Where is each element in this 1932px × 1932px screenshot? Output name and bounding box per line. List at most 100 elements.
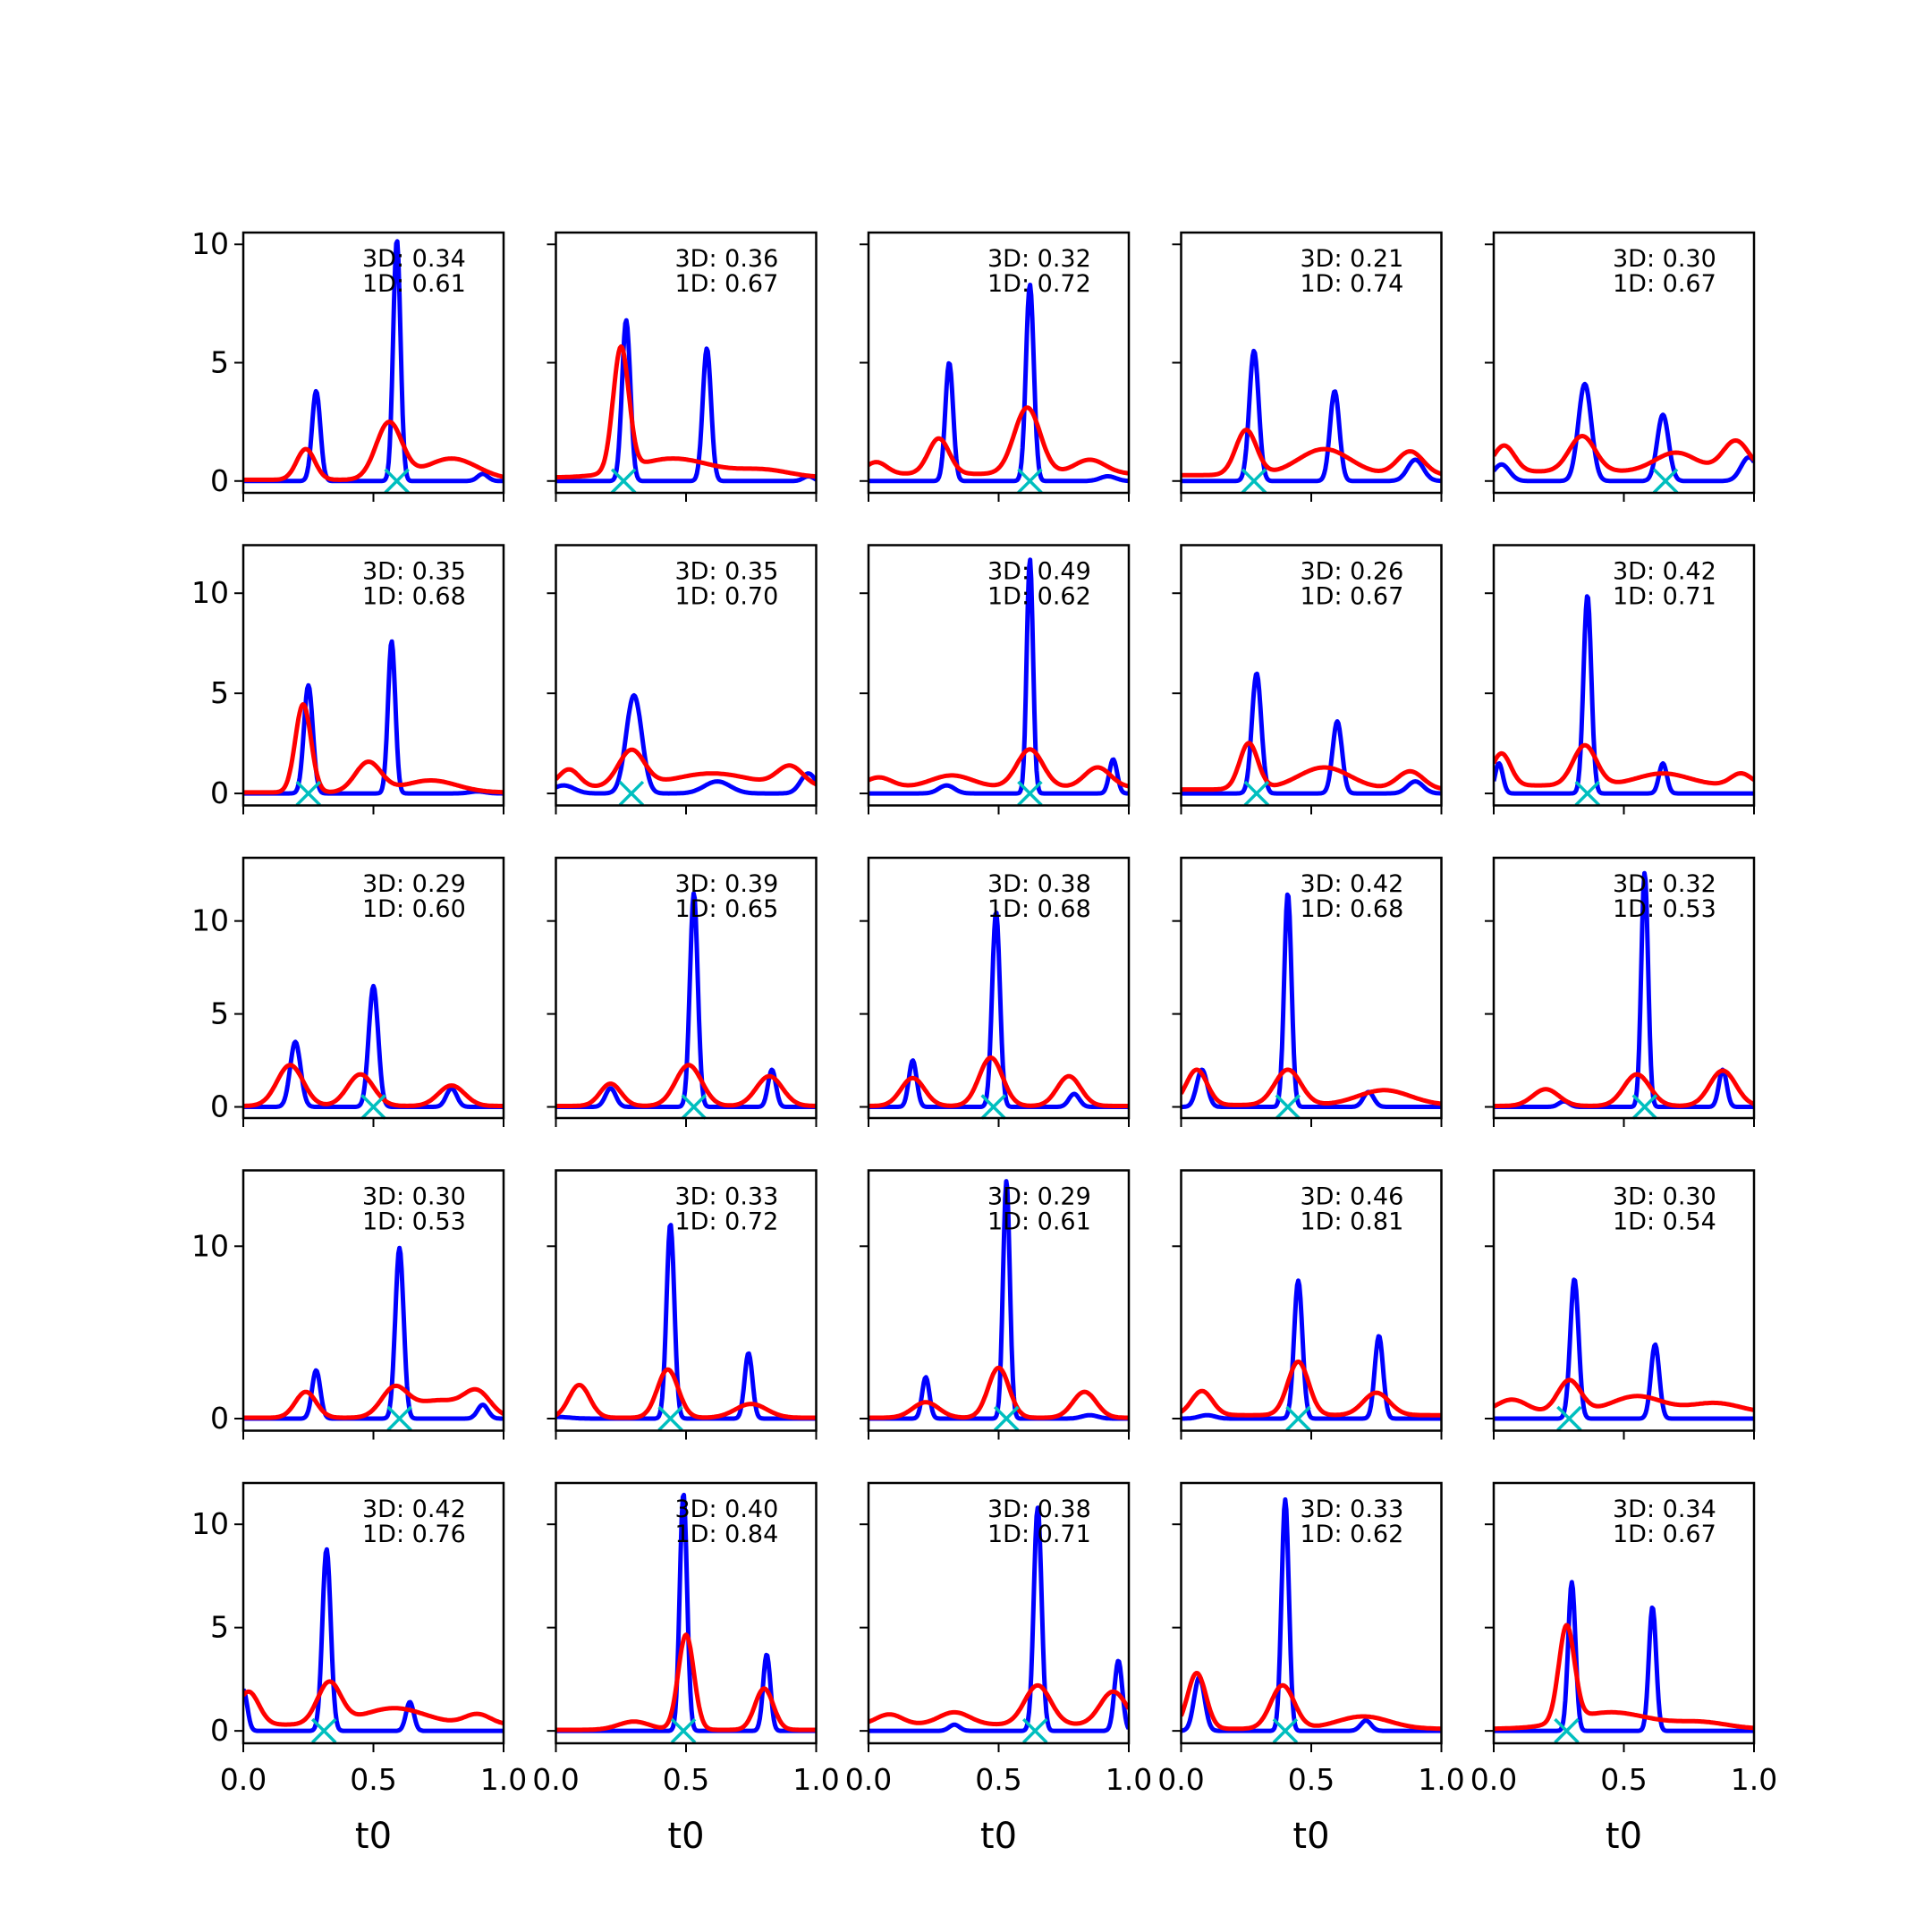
blue-series-line (1181, 348, 1442, 484)
red-series-line (555, 344, 817, 480)
blue-series-line (243, 983, 504, 1109)
annotation-1d: 1D: 0.62 (987, 583, 1091, 611)
red-series-line (555, 747, 817, 788)
annotation-3d: 3D: 0.35 (675, 558, 779, 586)
blue-series-line (555, 692, 817, 796)
red-series-line (1494, 434, 1754, 474)
annotation-1d: 1D: 0.67 (675, 270, 779, 298)
red-series-line (555, 1367, 817, 1420)
annotation-3d: 3D: 0.21 (1301, 245, 1404, 273)
blue-series-line (555, 1223, 817, 1421)
red-series-line (1181, 1671, 1442, 1732)
annotation-1d: 1D: 0.67 (1613, 1521, 1716, 1548)
x-tick-label: 1.0 (480, 1762, 527, 1797)
red-series-line (243, 419, 504, 482)
annotation-1d: 1D: 0.72 (675, 1208, 779, 1236)
y-tick-label: 10 (191, 575, 229, 610)
marker-x (310, 1717, 337, 1744)
x-tick-label: 1.0 (1731, 1762, 1777, 1797)
y-tick-label: 10 (191, 1506, 229, 1541)
x-tick-label: 1.0 (1106, 1762, 1152, 1797)
annotation-1d: 1D: 0.65 (675, 895, 779, 923)
annotation-3d: 3D: 0.36 (675, 245, 779, 273)
marker-x (295, 780, 321, 807)
annotation-1d: 1D: 0.81 (1301, 1208, 1404, 1236)
annotation-3d: 3D: 0.35 (362, 558, 466, 586)
annotation-1d: 1D: 0.62 (1301, 1521, 1404, 1548)
marker-x (1631, 1094, 1658, 1120)
annotation-3d: 3D: 0.32 (987, 245, 1091, 273)
red-series-line (1181, 741, 1442, 792)
annotation-1d: 1D: 0.61 (987, 1208, 1091, 1236)
marker-x (1554, 1717, 1580, 1744)
marker-x (1241, 468, 1267, 495)
marker-x (610, 468, 637, 495)
annotation-1d: 1D: 0.53 (362, 1208, 466, 1236)
annotation-1d: 1D: 0.67 (1301, 583, 1404, 611)
blue-series-line (869, 1505, 1129, 1733)
red-series-line (1494, 1377, 1754, 1412)
annotation-1d: 1D: 0.76 (362, 1521, 466, 1548)
marker-x (980, 1094, 1006, 1120)
blue-series-line (1494, 1277, 1754, 1421)
red-series-line (869, 405, 1129, 477)
blue-series-line (1494, 870, 1754, 1109)
red-series-line (1181, 1067, 1442, 1107)
marker-x (1556, 1405, 1582, 1432)
y-tick-label: 5 (210, 675, 229, 710)
x-axis-label: t0 (1606, 1816, 1642, 1857)
blue-series-line (243, 1546, 504, 1733)
blue-series-line (1494, 594, 1754, 796)
blue-series-line (869, 1179, 1129, 1421)
annotation-1d: 1D: 0.67 (1613, 270, 1716, 298)
marker-x (1022, 1717, 1048, 1744)
annotation-3d: 3D: 0.30 (362, 1183, 466, 1211)
red-series-line (1494, 1623, 1754, 1732)
marker-x (1275, 1094, 1301, 1120)
annotation-1d: 1D: 0.54 (1613, 1208, 1716, 1236)
x-axis-label: t0 (980, 1816, 1017, 1857)
red-series-line (243, 702, 504, 795)
x-axis-label: t0 (355, 1816, 392, 1857)
y-tick-label: 5 (210, 1610, 229, 1645)
x-tick-label: 0.5 (975, 1762, 1021, 1797)
y-tick-label: 10 (191, 903, 229, 938)
blue-series-line (1494, 381, 1754, 484)
marker-x (384, 468, 410, 495)
red-series-line (243, 1383, 504, 1420)
x-tick-label: 0.5 (663, 1762, 709, 1797)
x-tick-label: 1.0 (1418, 1762, 1464, 1797)
marker-x (386, 1405, 412, 1432)
annotation-3d: 3D: 0.38 (987, 1496, 1091, 1523)
blue-series-line (243, 239, 504, 484)
marker-x (1285, 1405, 1311, 1432)
x-tick-label: 0.0 (532, 1762, 579, 1797)
y-tick-label: 5 (210, 345, 229, 380)
y-tick-label: 0 (210, 463, 229, 498)
red-series-line (1494, 742, 1754, 788)
marker-x (360, 1094, 386, 1120)
annotation-3d: 3D: 0.34 (362, 245, 466, 273)
blue-series-line (869, 557, 1129, 796)
annotation-3d: 3D: 0.42 (362, 1496, 466, 1523)
blue-series-line (1181, 892, 1442, 1109)
blue-series-line (869, 283, 1129, 484)
blue-series-line (1181, 671, 1442, 796)
y-tick-label: 5 (210, 996, 229, 1031)
annotation-3d: 3D: 0.29 (362, 870, 466, 898)
annotation-1d: 1D: 0.68 (987, 895, 1091, 923)
